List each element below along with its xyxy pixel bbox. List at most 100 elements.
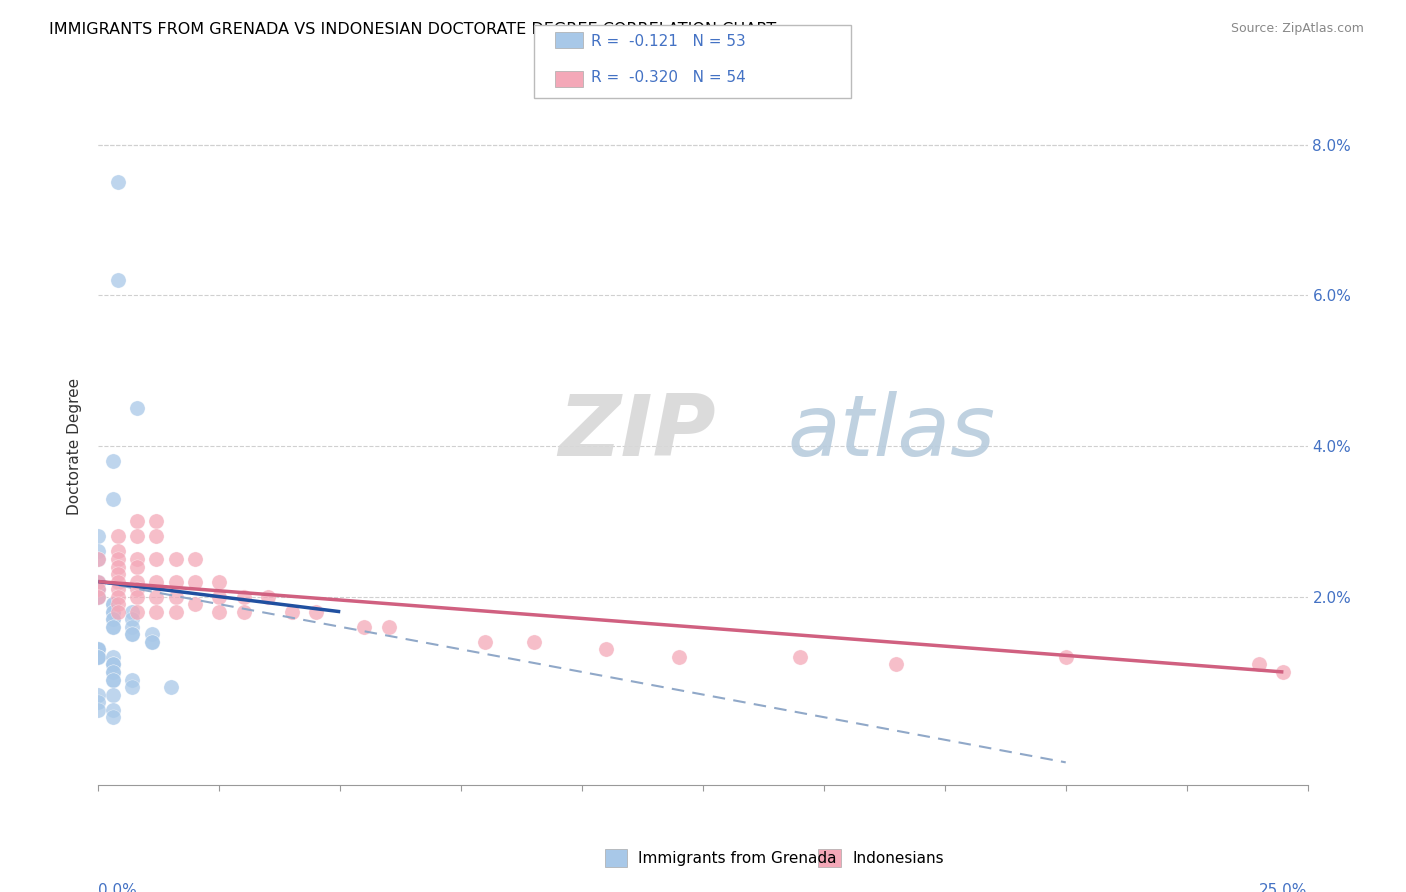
Text: IMMIGRANTS FROM GRENADA VS INDONESIAN DOCTORATE DEGREE CORRELATION CHART: IMMIGRANTS FROM GRENADA VS INDONESIAN DO… xyxy=(49,22,776,37)
Point xyxy=(101,703,124,717)
Point xyxy=(101,710,124,724)
Point xyxy=(184,597,207,611)
Point xyxy=(101,620,124,634)
Point xyxy=(127,401,149,416)
Point xyxy=(107,590,129,604)
Point xyxy=(145,590,167,604)
Point xyxy=(107,574,129,589)
Text: Source: ZipAtlas.com: Source: ZipAtlas.com xyxy=(1230,22,1364,36)
Point xyxy=(101,673,124,687)
Point xyxy=(101,612,124,626)
Point xyxy=(87,642,110,657)
Point xyxy=(165,605,187,619)
Point xyxy=(165,574,187,589)
Point xyxy=(127,514,149,528)
Point xyxy=(145,529,167,543)
Point xyxy=(101,665,124,679)
Point xyxy=(127,529,149,543)
Point xyxy=(232,590,254,604)
Point xyxy=(101,605,124,619)
Point xyxy=(87,582,110,596)
Text: 0.0%: 0.0% xyxy=(98,883,138,892)
Point xyxy=(87,552,110,566)
Point xyxy=(208,590,231,604)
Point xyxy=(127,552,149,566)
Point xyxy=(87,703,110,717)
Point xyxy=(121,627,143,641)
Point xyxy=(101,657,124,672)
Point xyxy=(87,649,110,664)
Point xyxy=(101,620,124,634)
Point xyxy=(121,620,143,634)
Point xyxy=(184,552,207,566)
Point xyxy=(141,635,163,649)
Text: R =  -0.121   N = 53: R = -0.121 N = 53 xyxy=(591,35,745,49)
Point xyxy=(145,574,167,589)
Point xyxy=(87,649,110,664)
Point xyxy=(87,529,110,543)
Y-axis label: Doctorate Degree: Doctorate Degree xyxy=(67,377,83,515)
Point xyxy=(87,590,110,604)
Point xyxy=(107,529,129,543)
Point xyxy=(87,590,110,604)
Text: Indonesians: Indonesians xyxy=(852,851,943,865)
Point xyxy=(101,605,124,619)
Point xyxy=(107,552,129,566)
Point xyxy=(101,657,124,672)
Point xyxy=(87,688,110,702)
Point xyxy=(353,620,375,634)
Point xyxy=(160,680,183,694)
Point xyxy=(107,544,129,558)
Point xyxy=(121,673,143,687)
Point xyxy=(789,649,811,664)
Point xyxy=(121,680,143,694)
Point xyxy=(474,635,496,649)
Point xyxy=(281,605,304,619)
Point xyxy=(145,552,167,566)
Point xyxy=(87,574,110,589)
Point xyxy=(101,597,124,611)
Point xyxy=(232,605,254,619)
Point xyxy=(107,605,129,619)
Point xyxy=(208,605,231,619)
Point xyxy=(101,665,124,679)
Point xyxy=(121,605,143,619)
Point xyxy=(145,514,167,528)
Point xyxy=(141,635,163,649)
Point xyxy=(87,582,110,596)
Point xyxy=(101,657,124,672)
Point xyxy=(256,590,278,604)
Point xyxy=(127,590,149,604)
Point xyxy=(668,649,690,664)
Point xyxy=(523,635,546,649)
Text: ZIP: ZIP xyxy=(558,391,716,474)
Point xyxy=(101,612,124,626)
Point xyxy=(141,627,163,641)
Text: 25.0%: 25.0% xyxy=(1260,883,1308,892)
Point xyxy=(87,582,110,596)
Point xyxy=(87,552,110,566)
Point xyxy=(87,642,110,657)
Point xyxy=(87,649,110,664)
Point xyxy=(145,605,167,619)
Point xyxy=(165,552,187,566)
Point xyxy=(87,642,110,657)
Point xyxy=(87,574,110,589)
Point xyxy=(101,649,124,664)
Point xyxy=(886,657,908,672)
Point xyxy=(107,597,129,611)
Point xyxy=(101,688,124,702)
Point xyxy=(101,673,124,687)
Point xyxy=(184,574,207,589)
Point xyxy=(107,582,129,596)
Point xyxy=(208,574,231,589)
Point xyxy=(1249,657,1271,672)
Point xyxy=(127,574,149,589)
Point xyxy=(1054,649,1077,664)
Text: R =  -0.320   N = 54: R = -0.320 N = 54 xyxy=(591,70,745,85)
Point xyxy=(121,627,143,641)
Point xyxy=(87,590,110,604)
Point xyxy=(107,175,129,189)
Point xyxy=(595,642,617,657)
Point xyxy=(87,574,110,589)
